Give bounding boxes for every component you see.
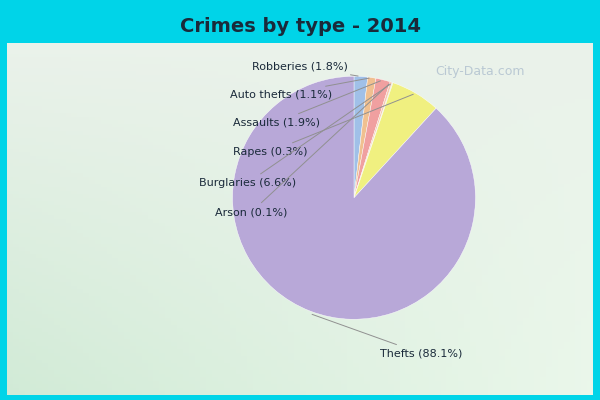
Wedge shape <box>354 82 392 198</box>
Wedge shape <box>354 83 436 198</box>
Wedge shape <box>354 78 390 198</box>
Text: Robberies (1.8%): Robberies (1.8%) <box>252 62 358 76</box>
Text: Arson (0.1%): Arson (0.1%) <box>215 84 389 217</box>
Wedge shape <box>354 82 393 198</box>
Wedge shape <box>354 76 368 198</box>
Text: Thefts (88.1%): Thefts (88.1%) <box>312 314 462 358</box>
Text: Crimes by type - 2014: Crimes by type - 2014 <box>179 16 421 36</box>
Text: Burglaries (6.6%): Burglaries (6.6%) <box>199 84 391 188</box>
Text: Assaults (1.9%): Assaults (1.9%) <box>233 81 380 128</box>
Wedge shape <box>233 76 475 319</box>
Text: Auto thefts (1.1%): Auto thefts (1.1%) <box>230 78 369 100</box>
Wedge shape <box>354 77 376 198</box>
Text: Rapes (0.3%): Rapes (0.3%) <box>233 94 413 157</box>
Text: City-Data.com: City-Data.com <box>435 66 525 78</box>
